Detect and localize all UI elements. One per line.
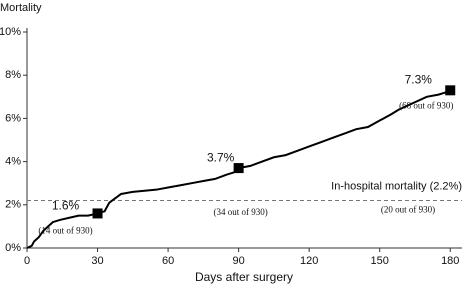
marker xyxy=(92,208,103,219)
marker-label: 1.6% xyxy=(52,199,80,213)
marker xyxy=(445,85,456,96)
x-axis-label: Days after surgery xyxy=(195,270,293,284)
x-tick-label: 0 xyxy=(24,255,30,267)
x-tick-label: 60 xyxy=(162,255,174,267)
reference-label: In-hospital mortality (2.2%) xyxy=(331,180,462,192)
marker-note: (68 out of 930) xyxy=(399,100,453,110)
mortality-line xyxy=(26,89,451,249)
y-tick-label: 2% xyxy=(5,199,21,211)
marker xyxy=(233,163,244,174)
x-tick-label: 150 xyxy=(371,255,389,267)
x-tick-label: 30 xyxy=(91,255,103,267)
y-tick-label: 8% xyxy=(5,69,21,81)
x-tick-label: 180 xyxy=(441,255,459,267)
y-tick-label: 4% xyxy=(5,156,21,168)
y-tick-label: 10% xyxy=(0,26,21,38)
y-axis-label: Mortality xyxy=(0,2,42,14)
marker-note: (14 out of 930) xyxy=(38,226,92,236)
marker-note: (34 out of 930) xyxy=(213,207,267,217)
x-tick-label: 90 xyxy=(232,255,244,267)
y-tick-label: 6% xyxy=(5,112,21,124)
marker-label: 7.3% xyxy=(405,72,433,86)
y-tick-label: 0% xyxy=(5,242,21,254)
marker-label: 3.7% xyxy=(207,150,235,164)
reference-note: (20 out of 930) xyxy=(381,205,435,215)
x-tick-label: 120 xyxy=(300,255,318,267)
